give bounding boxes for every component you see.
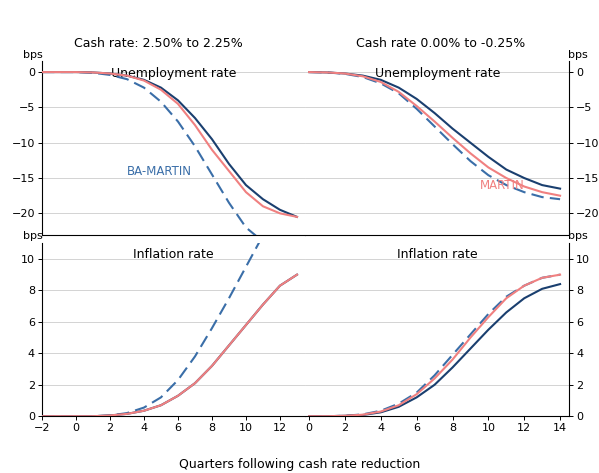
Text: Inflation rate: Inflation rate [397,248,477,262]
Text: bps: bps [568,50,588,60]
Text: Cash rate: 2.50% to 2.25%: Cash rate: 2.50% to 2.25% [74,37,243,50]
Text: bps: bps [23,50,43,60]
Text: Unemployment rate: Unemployment rate [111,67,237,79]
Text: Inflation rate: Inflation rate [134,248,214,262]
Text: Unemployment rate: Unemployment rate [374,67,500,79]
Text: BA-MARTIN: BA-MARTIN [127,165,192,177]
Text: bps: bps [23,231,43,241]
Text: Cash rate 0.00% to -0.25%: Cash rate 0.00% to -0.25% [356,37,525,50]
Text: bps: bps [568,231,588,241]
Text: MARTIN: MARTIN [479,179,524,192]
Text: Quarters following cash rate reduction: Quarters following cash rate reduction [179,458,420,471]
